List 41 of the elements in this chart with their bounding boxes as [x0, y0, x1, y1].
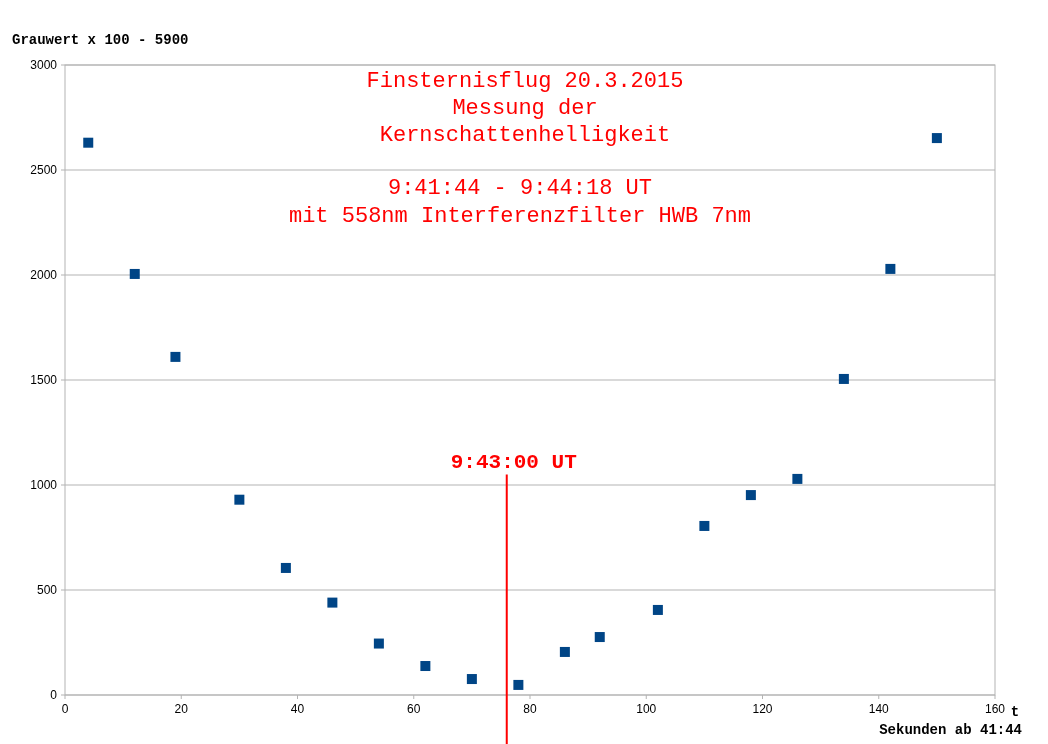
- y-tick-label: 1000: [30, 478, 58, 492]
- point: [838, 373, 849, 384]
- point: [885, 263, 896, 274]
- point: [931, 133, 942, 144]
- text: 9:41:44 - 9:44:18 UT mit 558nm Interferenzfilter HWB 7nm: [288, 176, 752, 229]
- point: [280, 562, 291, 573]
- annotation: 9:43:00 UT: [450, 450, 577, 474]
- point: [559, 646, 570, 657]
- y-axis-title: Grauwert x 100 - 5900: [12, 32, 189, 48]
- x-tick-label: 40: [290, 702, 305, 716]
- x-tick-label: 100: [636, 702, 657, 716]
- y-tick-label: 3000: [30, 58, 58, 72]
- y-tick-label: 1500: [30, 373, 58, 387]
- point: [513, 679, 524, 690]
- text: Sekunden ab 41:44: [879, 722, 1022, 738]
- point: [327, 597, 338, 608]
- text: Finsternisflug 20.3.2015 Messung der Kernschattenhelligkeit: [366, 69, 684, 148]
- point: [745, 490, 756, 501]
- x-axis-title: t: [1010, 704, 1020, 720]
- y-tick-label: 0: [50, 688, 58, 702]
- x-tick-label: 80: [523, 702, 537, 716]
- point: [129, 268, 140, 279]
- y-tick-label: 2500: [30, 163, 58, 177]
- point: [420, 661, 431, 672]
- point: [792, 473, 803, 484]
- x-tick-label: 120: [752, 702, 773, 716]
- point: [652, 604, 663, 615]
- point: [83, 137, 94, 148]
- x-tick-label: 20: [174, 702, 189, 716]
- y-tick-label: 2000: [30, 268, 58, 282]
- y-tick-label: 500: [36, 583, 58, 597]
- point: [170, 351, 181, 362]
- x-tick-label: 160: [984, 702, 1006, 716]
- x-tick-label: 140: [868, 702, 890, 716]
- x-tick-label: 60: [407, 702, 421, 716]
- point: [373, 638, 384, 649]
- point: [234, 494, 245, 505]
- x-tick-label: 0: [61, 702, 69, 716]
- point: [699, 520, 710, 531]
- point: [594, 632, 605, 643]
- point: [466, 674, 477, 685]
